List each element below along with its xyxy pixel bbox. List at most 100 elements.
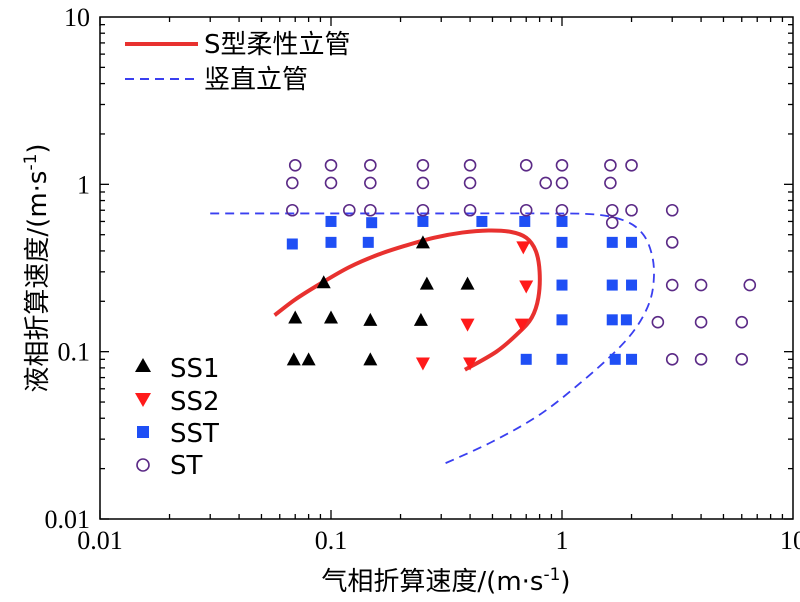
marker-st: [539, 176, 552, 190]
marker-ss1: [460, 276, 475, 290]
marker-st: [342, 203, 356, 217]
marker-sst: [620, 314, 632, 326]
marker-st: [416, 203, 430, 217]
y-tick-label: 10: [64, 3, 90, 32]
marker-sst: [556, 215, 568, 227]
marker-st: [519, 158, 533, 172]
marker-ss1: [286, 352, 301, 366]
marker-ss1: [413, 312, 428, 326]
x-tick-label: 10: [780, 526, 800, 555]
plot-frame: [99, 16, 794, 520]
marker-ss1: [288, 310, 303, 324]
marker-st: [416, 176, 430, 190]
marker-st: [288, 158, 302, 172]
marker-sst: [609, 353, 621, 365]
marker-st: [416, 158, 430, 172]
x-axis-title-sup: -1: [543, 565, 560, 585]
marker-sst: [626, 236, 638, 248]
marker-sst: [556, 353, 568, 365]
marker-sst: [366, 217, 378, 229]
marker-ss2: [415, 357, 430, 371]
legend-label-sst: SST: [170, 419, 219, 449]
curve-vertical-riser: [210, 212, 655, 466]
marker-st: [665, 203, 679, 217]
marker-ss1: [316, 275, 331, 289]
marker-sst: [556, 279, 568, 291]
y-axis-title-main: 液相折算速度/(m·s: [23, 171, 53, 393]
marker-sst: [606, 279, 618, 291]
marker-ss1: [363, 312, 378, 326]
marker-ss2: [514, 318, 529, 332]
marker-st: [625, 203, 638, 217]
marker-sst: [417, 215, 429, 227]
marker-ss2: [519, 280, 534, 294]
x-axis-title-main: 气相折算速度/(m·s: [321, 567, 543, 597]
x-tick-label: 1: [556, 526, 569, 555]
marker-st: [735, 353, 749, 366]
marker-st: [665, 278, 679, 292]
marker-ss2: [463, 357, 478, 371]
legend-marker-ss2: [135, 393, 151, 407]
x-axis-title: 气相折算速度/(m·s-1): [321, 565, 570, 597]
marker-ss1: [415, 235, 430, 249]
marker-st: [604, 158, 617, 172]
legend-markers: SS1 SS2 SST ST: [135, 354, 220, 481]
marker-st: [694, 353, 708, 366]
axis-ticks: [99, 17, 793, 520]
marker-st: [665, 353, 679, 366]
marker-st: [555, 158, 569, 172]
marker-st: [625, 158, 638, 172]
marker-st: [519, 203, 533, 217]
marker-st: [324, 158, 338, 172]
marker-sst: [626, 353, 638, 365]
marker-st: [743, 278, 757, 292]
curves: [210, 212, 655, 466]
marker-st: [463, 176, 477, 190]
marker-ss1: [324, 310, 338, 324]
y-tick-label: 0.1: [58, 338, 91, 367]
marker-st: [463, 203, 477, 217]
legend-marker-st: [136, 458, 150, 472]
y-tick-label: 0.01: [45, 505, 91, 534]
marker-st: [286, 203, 299, 217]
marker-sst: [556, 236, 568, 248]
marker-st: [605, 203, 619, 217]
y-axis-title-close: ): [23, 143, 53, 153]
legend-label-flexible: S型柔性立管: [204, 30, 351, 60]
x-axis-title-close: ): [560, 567, 570, 597]
marker-st: [694, 315, 708, 329]
marker-ss1: [301, 352, 316, 366]
marker-st: [694, 278, 708, 292]
legend-lines: S型柔性立管 竖直立管: [125, 30, 351, 95]
marker-st: [463, 158, 477, 172]
marker-ss1: [363, 352, 378, 366]
marker-sst: [556, 314, 568, 326]
marker-st: [555, 176, 569, 190]
marker-st: [286, 176, 299, 190]
x-tick-label: 0.01: [77, 526, 123, 555]
marker-sst: [519, 215, 531, 227]
marker-sst: [476, 215, 488, 227]
marker-ss2: [460, 318, 475, 332]
marker-sst: [606, 314, 618, 326]
markers: [286, 158, 757, 371]
legend-marker-ss1: [135, 358, 151, 372]
marker-st: [364, 203, 377, 217]
legend-label-vertical: 竖直立管: [204, 65, 308, 95]
marker-st: [735, 315, 749, 329]
marker-st: [665, 236, 679, 249]
y-axis-title: 液相折算速度/(m·s-1): [21, 143, 53, 392]
curve-flexible-riser: [273, 228, 542, 372]
marker-st: [555, 203, 569, 217]
marker-ss1: [419, 276, 434, 290]
marker-st: [605, 216, 619, 229]
marker-st: [324, 176, 338, 190]
marker-st: [364, 176, 377, 190]
marker-sst: [325, 215, 337, 227]
legend-label-ss2: SS2: [170, 387, 220, 417]
y-axis-title-sup: -1: [21, 154, 41, 171]
x-tick-label: 0.1: [315, 526, 348, 555]
marker-st: [604, 176, 617, 190]
marker-sst: [606, 236, 618, 248]
